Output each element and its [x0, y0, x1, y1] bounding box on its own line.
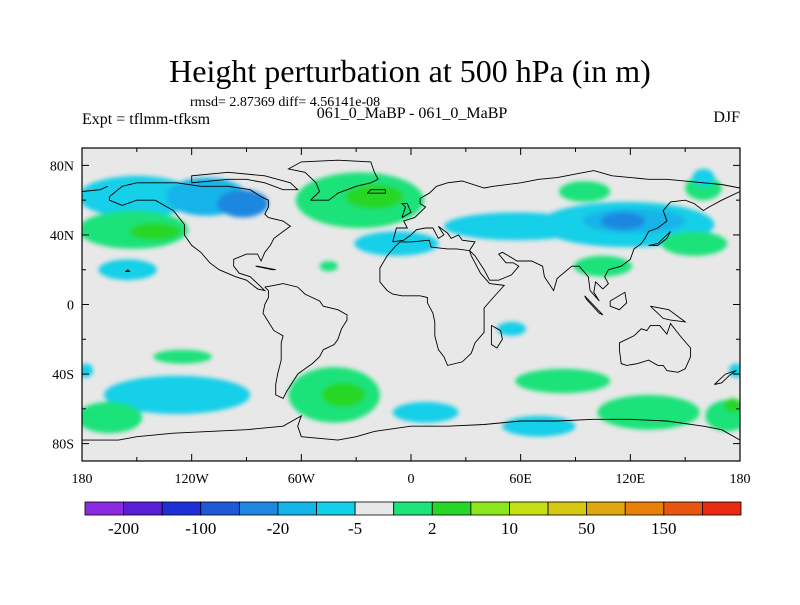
coastline — [714, 370, 737, 385]
coastline — [262, 283, 348, 399]
y-tick-label: 40S — [52, 368, 74, 383]
anomaly-blob — [354, 231, 439, 256]
anomaly-blob — [82, 401, 143, 434]
coastline — [490, 325, 503, 349]
anomaly-blob — [129, 222, 181, 241]
colorbar-swatch — [161, 501, 202, 516]
coastline — [392, 191, 740, 302]
anomaly-blob — [319, 261, 338, 272]
anomaly-blob — [573, 255, 633, 277]
anomaly-blob — [502, 415, 576, 437]
colorbar-swatch — [393, 501, 433, 516]
coastline — [584, 295, 604, 316]
chart-title: Height perturbation at 500 hPa (in m) — [169, 53, 651, 89]
stats-label: rmsd= 2.87369 diff= 4.56141e-08 — [190, 95, 380, 110]
y-tick-label: 80S — [52, 438, 74, 453]
colorbar-label: -200 — [108, 519, 139, 538]
x-tick-label: 120E — [616, 472, 646, 487]
y-axis: 80N 40N 0 40S 80S — [50, 159, 740, 453]
x-tick-label: 180 — [730, 472, 751, 487]
anomaly-blob — [723, 398, 740, 413]
x-axis: 180 120W 60W 0 60E 120E 180 — [72, 148, 751, 487]
experiment-label: Expt = tflmm-tfksm — [82, 111, 211, 128]
x-tick-label: 120W — [175, 472, 210, 487]
anomaly-blob — [601, 212, 645, 230]
colorbar-label: 50 — [578, 519, 595, 538]
coastline — [255, 265, 276, 271]
colorbar-swatch — [316, 501, 356, 516]
anomaly-blob — [217, 189, 269, 218]
colorbar-swatch — [663, 501, 703, 516]
colorbar-swatch — [84, 501, 124, 516]
colorbar-swatch — [470, 501, 510, 516]
colorbar-swatch — [547, 501, 588, 516]
colorbar-label: 10 — [501, 519, 518, 538]
x-tick-label: 60E — [509, 472, 532, 487]
colorbar-label: -5 — [348, 519, 362, 538]
coastline — [82, 414, 740, 441]
anomaly-blob — [103, 375, 251, 414]
coastline — [400, 203, 412, 218]
coastline — [287, 159, 379, 201]
coastline — [618, 322, 692, 373]
coastline — [82, 185, 108, 192]
anomaly-blob — [515, 368, 611, 394]
anomaly-blob — [345, 184, 404, 209]
colorbar-swatch — [624, 501, 665, 516]
x-tick-label: 60W — [288, 472, 316, 487]
x-tick-label: 180 — [72, 472, 93, 487]
coastline — [650, 305, 687, 323]
coastline — [609, 291, 628, 311]
colorbar-swatch — [586, 501, 626, 516]
colorbar-swatch — [509, 501, 549, 516]
colorbar-label: -20 — [267, 519, 290, 538]
season-label: DJF — [713, 109, 740, 126]
colorbar-label: 2 — [428, 519, 437, 538]
y-tick-label: 80N — [50, 159, 74, 174]
coastline-layer — [82, 159, 740, 441]
anomaly-blob — [153, 349, 212, 364]
coastline — [191, 171, 299, 191]
x-tick-label: 0 — [408, 472, 415, 487]
subtitle-label: 061_0_MaBP - 061_0_MaBP — [317, 105, 508, 122]
y-tick-label: 40N — [50, 229, 74, 244]
colorbar: -200 -100 -20 -5 2 10 50 150 — [84, 501, 742, 538]
colorbar-swatch — [200, 501, 240, 516]
coastline — [366, 189, 386, 194]
colorbar-swatch — [238, 501, 279, 516]
coastline — [648, 231, 671, 246]
coastline — [124, 269, 131, 272]
colorbar-swatch — [431, 501, 472, 516]
colorbar-swatch — [702, 501, 742, 516]
anomaly-blob — [82, 363, 93, 378]
colorbar-swatch — [354, 501, 395, 516]
colorbar-label: 150 — [651, 519, 677, 538]
colorbar-swatch — [277, 501, 317, 516]
anomaly-blob — [661, 231, 728, 256]
anomaly-blob — [496, 321, 527, 336]
y-tick-label: 0 — [67, 299, 74, 314]
coastline — [108, 182, 292, 292]
anomaly-blob — [321, 382, 366, 408]
anomaly-blob — [392, 401, 459, 423]
colorbar-swatch — [123, 501, 163, 516]
anomaly-blob — [559, 181, 611, 202]
coastline — [392, 170, 740, 243]
colorbar-label: -100 — [185, 519, 216, 538]
anomaly-blob — [597, 394, 700, 430]
coastline — [379, 239, 506, 366]
